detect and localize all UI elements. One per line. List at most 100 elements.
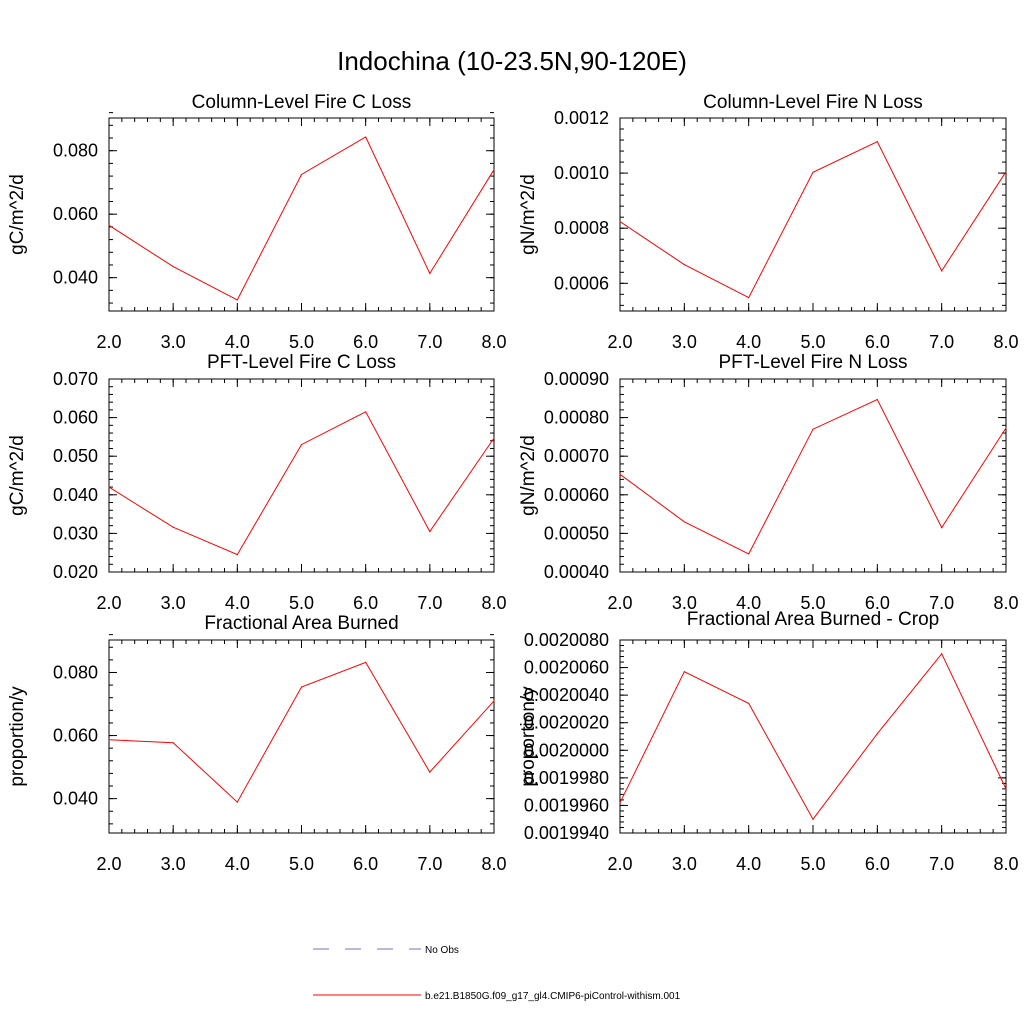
chart-1-x-tick-label: 4.0 [225, 332, 250, 352]
chart-5-data-point [493, 700, 495, 702]
chart-3-y-tick-label: 0.030 [53, 523, 98, 543]
chart-3-data-point [108, 486, 110, 488]
chart-3-x-tick-label: 2.0 [96, 593, 121, 613]
chart-1-x-tick-label: 6.0 [353, 332, 378, 352]
chart-2-x-tick-label: 3.0 [672, 332, 697, 352]
chart-6-data-point [941, 653, 943, 655]
chart-6-x-tick-label: 3.0 [672, 854, 697, 874]
chart-2-y-tick-label: 0.0008 [554, 218, 609, 238]
legend-label-1: No Obs [425, 945, 459, 956]
chart-1-title: Column-Level Fire C Loss [192, 92, 412, 113]
chart-6-panel: Fractional Area Burned - Crop proportion/… [518, 609, 1019, 874]
chart-1-y-axis-label: gC/m^2/d [7, 174, 28, 255]
chart-2-plot-frame [619, 117, 1007, 312]
chart-5-x-tick-label: 3.0 [161, 854, 186, 874]
legend-label-2: b.e21.B1850G.f09_g17_gl4.CMIP6-piControl… [425, 991, 681, 1002]
chart-4-y-axis-label: gN/m^2/d [518, 435, 539, 516]
chart-4-x-tick-label: 8.0 [993, 593, 1018, 613]
chart-6-data-point [1005, 788, 1007, 790]
chart-3-x-tick-label: 8.0 [481, 593, 506, 613]
chart-3-panel: PFT-Level Fire C Loss gC/m^2/d 2.0 3.0 4.0 5.… [7, 352, 507, 613]
chart-4-x-tick-label: 3.0 [672, 593, 697, 613]
chart-5-y-tick-label: 0.060 [53, 726, 98, 746]
chart-5-panel: Fractional Area Burned proportion/y 2.0 3.0… [7, 613, 507, 874]
chart-1-plot-frame [108, 117, 495, 312]
chart-5-x-tick-label: 2.0 [96, 854, 121, 874]
chart-3-plot-frame [108, 378, 495, 573]
chart-1-series-line [108, 136, 495, 301]
chart-2-x-tick-label: 2.0 [607, 332, 632, 352]
chart-6-series-line [619, 652, 1007, 821]
chart-3-y-tick-label: 0.050 [53, 446, 98, 466]
chart-2-data-point [619, 220, 621, 223]
chart-3-y-tick-label: 0.060 [53, 408, 98, 428]
chart-3-y-tick-label: 0.040 [53, 485, 98, 505]
chart-6-x-tick-label: 8.0 [993, 854, 1018, 874]
chart-6-x-tick-label: 4.0 [736, 854, 761, 874]
chart-4-x-tick-label: 5.0 [800, 593, 825, 613]
chart-2-y-tick-label: 0.0006 [554, 273, 609, 293]
chart-3-data-point [236, 554, 238, 556]
chart-1-data-point [493, 169, 495, 171]
chart-5-x-tick-label: 4.0 [225, 854, 250, 874]
chart-2-data-point [748, 297, 750, 299]
chart-5-y-tick-label: 0.080 [53, 662, 98, 682]
chart-1-panel: Column-Level Fire C Loss gC/m^2/d 2.0 3.0 4.… [7, 92, 507, 352]
chart-1-x-tick-label: 5.0 [289, 332, 314, 352]
chart-3-data-point [300, 444, 303, 446]
chart-5-x-tick-label: 6.0 [353, 854, 378, 874]
chart-4-series-line [619, 398, 1007, 555]
chart-5-data-point [365, 661, 367, 663]
chart-5-data-point [172, 742, 174, 744]
chart-4-data-point [619, 473, 621, 475]
chart-3-title: PFT-Level Fire C Loss [207, 352, 396, 373]
chart-6-x-tick-label: 6.0 [865, 854, 890, 874]
chart-5-title: Fractional Area Burned [204, 613, 398, 634]
chart-1-x-tick-label: 7.0 [417, 332, 442, 352]
chart-2-x-tick-label: 8.0 [993, 332, 1018, 352]
chart-3-y-axis-label: gC/m^2/d [7, 435, 28, 516]
chart-4-title: PFT-Level Fire N Loss [719, 352, 908, 373]
chart-6-y-tick-label: 0.0019980 [524, 768, 609, 788]
chart-6-y-tick-label: 0.0020040 [524, 685, 609, 705]
chart-5-x-tick-label: 5.0 [289, 854, 314, 874]
chart-4-y-tick-label: 0.00070 [544, 446, 609, 466]
chart-4-panel: PFT-Level Fire N Loss gN/m^2/d 2.0 3.0 4.0 5.… [518, 352, 1019, 613]
chart-4-y-tick-label: 0.00060 [544, 485, 609, 505]
chart-5-data-point [300, 686, 303, 688]
chart-2-x-tick-label: 7.0 [929, 332, 954, 352]
chart-6-x-tick-label: 2.0 [607, 854, 632, 874]
chart-5-y-tick-label: 0.040 [53, 789, 98, 809]
chart-1-y-tick-label: 0.060 [53, 204, 98, 224]
chart-4-data-point [941, 527, 943, 529]
chart-4-y-tick-label: 0.00090 [544, 369, 609, 389]
chart-5-series-line [108, 661, 495, 803]
chart-2-data-point [812, 171, 814, 173]
chart-2-data-point [1005, 171, 1007, 173]
chart-4-data-point [812, 428, 814, 430]
chart-3-x-tick-label: 5.0 [289, 593, 314, 613]
chart-4-x-tick-label: 2.0 [607, 593, 632, 613]
chart-6-y-tick-label: 0.0020080 [524, 630, 609, 650]
chart-4-y-tick-label: 0.00040 [544, 562, 609, 582]
chart-5-x-tick-label: 7.0 [417, 854, 442, 874]
chart-3-x-tick-label: 4.0 [225, 593, 250, 613]
chart-1-data-point [300, 173, 303, 176]
chart-6-data-point [748, 702, 750, 705]
chart-2-x-tick-label: 4.0 [736, 332, 761, 352]
chart-2-panel: Column-Level Fire N Loss gN/m^2/d 2.0 3.0 4.… [518, 92, 1019, 352]
chart-2-y-tick-label: 0.0012 [554, 108, 609, 128]
chart-6-y-tick-label: 0.0019960 [524, 795, 609, 815]
chart-4-y-tick-label: 0.00080 [544, 408, 609, 428]
chart-4-y-tick-label: 0.00050 [544, 523, 609, 543]
chart-6-y-tick-label: 0.0019940 [524, 823, 609, 843]
chart-6-data-point [619, 802, 621, 804]
chart-2-title: Column-Level Fire N Loss [703, 92, 923, 113]
chart-1-data-point [429, 272, 431, 275]
chart-6-data-point [812, 818, 814, 820]
chart-6-x-tick-label: 5.0 [800, 854, 825, 874]
chart-6-y-tick-label: 0.0020020 [524, 713, 609, 733]
chart-4-x-tick-label: 6.0 [865, 593, 890, 613]
chart-2-data-point [683, 263, 685, 266]
chart-2-x-tick-label: 5.0 [800, 332, 825, 352]
